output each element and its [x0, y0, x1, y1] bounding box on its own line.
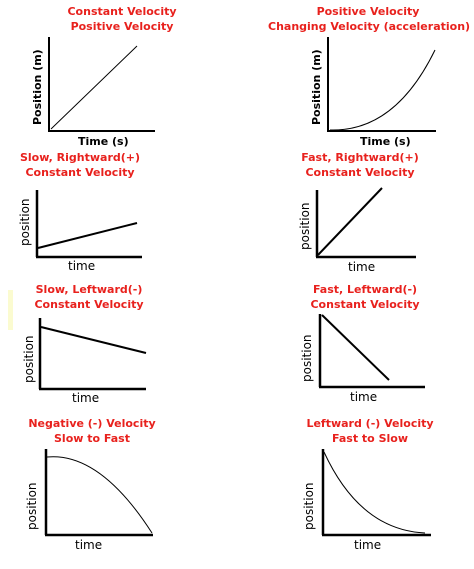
panel-1-x-label: Time (s)	[78, 135, 129, 148]
panel-6-title: Fast, Leftward(-) Constant Velocity	[290, 282, 440, 312]
panel-8-y-label: position	[302, 482, 316, 530]
panel-3-title-line-2: Constant Velocity	[25, 166, 135, 179]
panel-2-position-curve	[329, 49, 436, 131]
panel-2-x-label: Time (s)	[360, 135, 411, 148]
panel-8-title: Leftward (-) Velocity Fast to Slow	[290, 416, 450, 446]
panel-3-x-label: time	[68, 259, 96, 273]
panel-7-x-label: time	[75, 538, 103, 552]
panel-8-title-line-2: Fast to Slow	[332, 432, 408, 445]
panel-5-x-label: time	[72, 391, 100, 405]
panel-3-title: Slow, Rightward(+) Constant Velocity	[0, 150, 160, 180]
decorative-margin-bar	[8, 290, 13, 330]
panel-7-title-line-2: Slow to Fast	[54, 432, 130, 445]
panel-8-position-curve	[323, 451, 426, 534]
panel-2-title-line-1: Positive Velocity	[316, 5, 420, 18]
panel-7-title: Negative (-) Velocity Slow to Fast	[12, 416, 172, 446]
panel-5-title-line-2: Constant Velocity	[34, 298, 144, 311]
panel-4-position-line	[317, 187, 383, 256]
panel-5-title-line-1: Slow, Leftward(-)	[35, 283, 143, 296]
panel-4-title-line-2: Constant Velocity	[305, 166, 415, 179]
panel-7-position-curve	[46, 456, 153, 534]
panel-5-position-line	[40, 326, 147, 354]
panel-2-title-line-2: Changing Velocity (acceleration)	[268, 20, 471, 33]
panel-6-title-line-1: Fast, Leftward(-)	[312, 283, 418, 296]
panel-2-title: Positive Velocity Changing Velocity (acc…	[268, 4, 471, 34]
panel-7-title-line-1: Negative (-) Velocity	[28, 417, 156, 430]
panel-5-title: Slow, Leftward(-) Constant Velocity	[14, 282, 164, 312]
panel-4-title: Fast, Rightward(+) Constant Velocity	[280, 150, 440, 180]
panel-6-title-line-2: Constant Velocity	[310, 298, 420, 311]
panel-8-x-label: time	[354, 538, 382, 552]
panel-1-title-line-2: Positive Velocity	[70, 20, 174, 33]
panel-3-position-line	[37, 222, 138, 249]
panel-6-x-label: time	[350, 390, 378, 404]
panel-1-title-line-1: Constant Velocity	[67, 5, 177, 18]
panel-4-x-label: time	[348, 260, 376, 274]
panel-3-title-line-1: Slow, Rightward(+)	[19, 151, 141, 164]
panel-1-position-line	[50, 45, 138, 130]
panel-8-title-line-1: Leftward (-) Velocity	[306, 417, 434, 430]
panel-6-position-line	[321, 314, 390, 381]
panel-4-title-line-1: Fast, Rightward(+)	[301, 151, 419, 164]
panel-1-title: Constant Velocity Positive Velocity	[22, 4, 222, 34]
